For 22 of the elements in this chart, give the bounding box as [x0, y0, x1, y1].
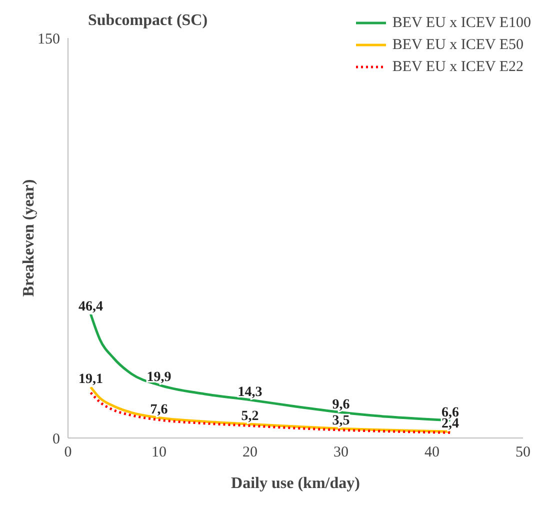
data-label: 7,6	[150, 402, 168, 418]
y-axis-title: Breakeven (year)	[20, 179, 38, 297]
data-label: 5,2	[241, 409, 259, 424]
data-label: 19,1	[78, 372, 103, 388]
x-tick-label: 50	[516, 444, 530, 461]
legend-label: BEV EU x ICEV E100	[392, 14, 531, 32]
data-label: 2,4	[441, 416, 459, 432]
data-label: 9,6	[332, 397, 350, 412]
y-tick-label: 150	[38, 31, 60, 48]
x-tick-label: 0	[64, 444, 72, 461]
chart-title: Subcompact (SC)	[88, 12, 208, 30]
x-tick-label: 20	[242, 444, 258, 461]
x-axis-title: Daily use (km/day)	[231, 475, 360, 492]
x-tick-label: 30	[334, 444, 348, 461]
data-label: 3,5	[332, 414, 350, 429]
data-label: 19,9	[146, 370, 172, 385]
data-label: 46,4	[78, 299, 103, 314]
legend-label: BEV EU x ICEV E50	[392, 36, 524, 54]
x-tick-label: 10	[152, 444, 166, 461]
legend-label: BEV EU x ICEV E22	[392, 58, 524, 76]
x-tick-label: 40	[424, 444, 440, 461]
data-label: 14,3	[238, 384, 262, 400]
